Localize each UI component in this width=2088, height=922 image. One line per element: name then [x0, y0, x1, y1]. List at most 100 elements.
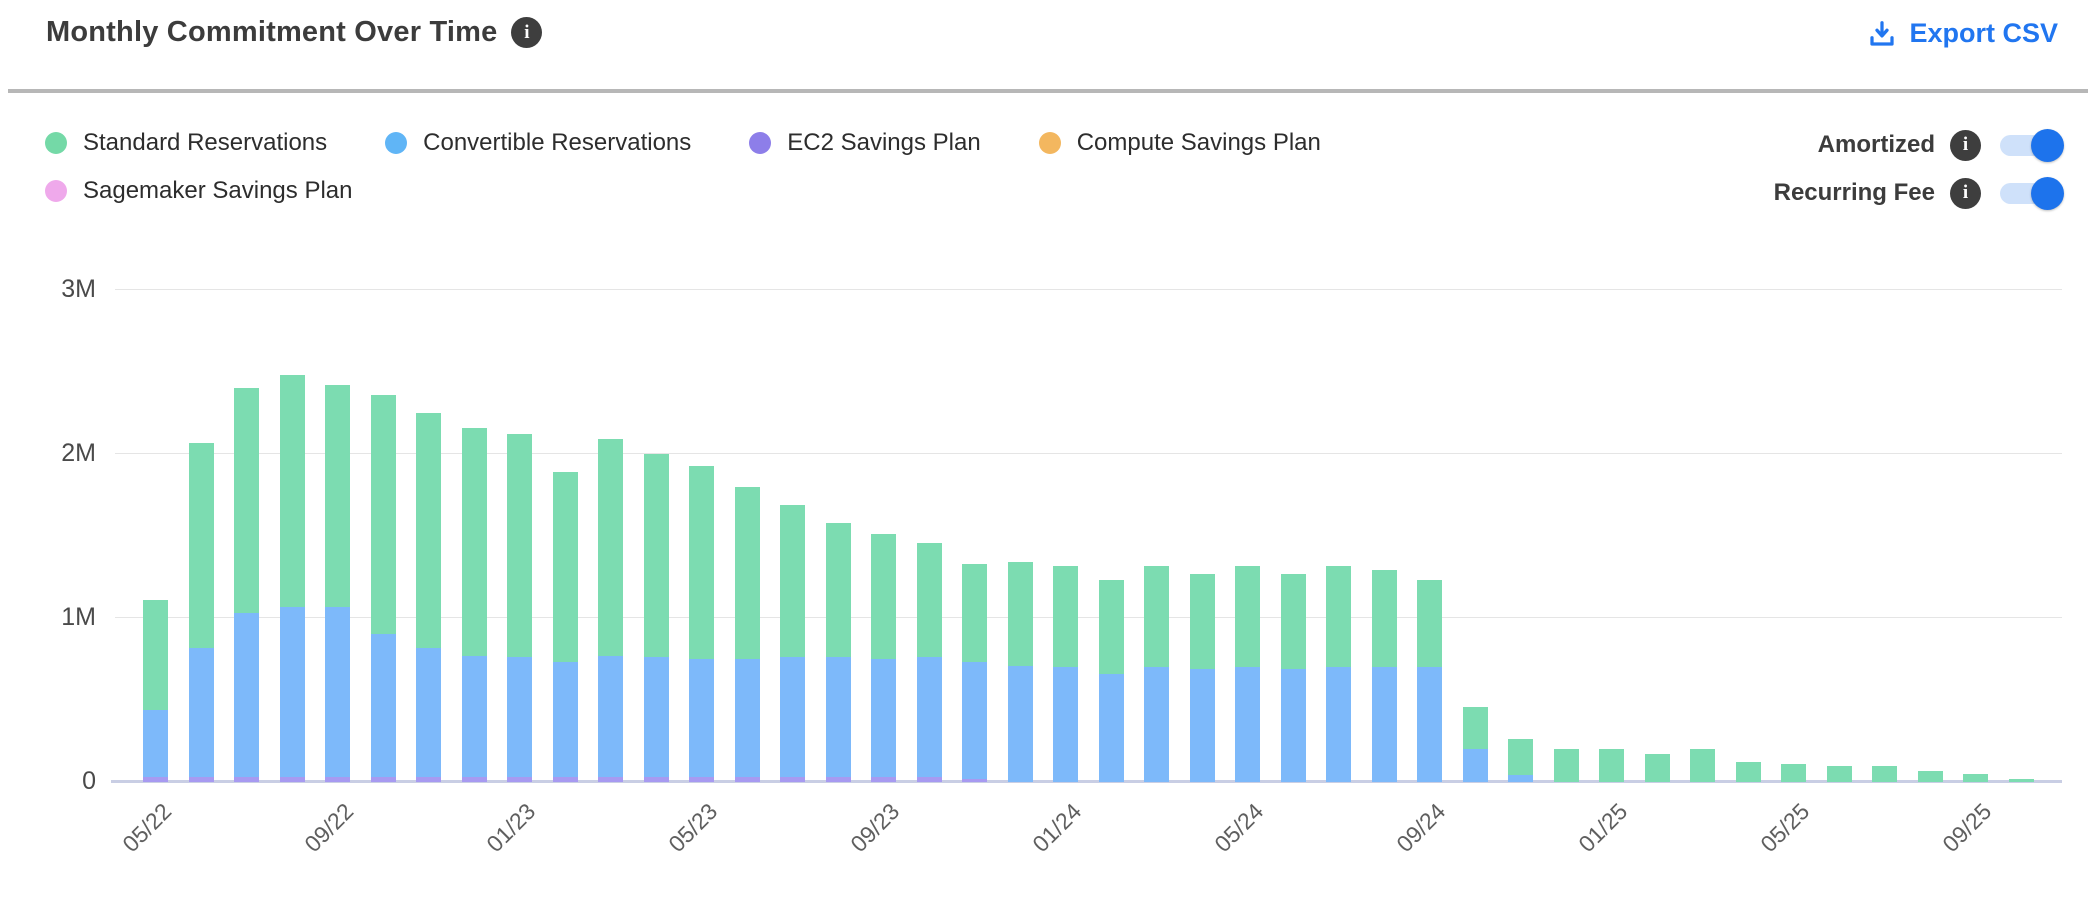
export-csv-button[interactable]: Export CSV	[1867, 18, 2058, 49]
x-axis-line	[111, 780, 2062, 783]
toggle-row-amortized: Amortized i	[1774, 126, 2064, 164]
bar-02/24[interactable]	[1098, 580, 1124, 782]
bar-07/23[interactable]	[780, 504, 805, 782]
legend-item-ec2-savings-plan[interactable]: EC2 Savings Plan	[749, 126, 981, 160]
toggle-knob	[2031, 176, 2064, 210]
bar-09/24[interactable]	[1417, 580, 1442, 782]
bar-07/22[interactable]	[234, 388, 259, 782]
bar-08/24[interactable]	[1371, 570, 1397, 782]
bar-segment-standard-reservations	[1735, 762, 1761, 782]
bar-08/23[interactable]	[825, 522, 851, 782]
legend-item-convertible-reservations[interactable]: Convertible Reservations	[385, 126, 691, 160]
x-axis-tick-label: 09/25	[1936, 798, 1996, 858]
bar-05/22[interactable]	[143, 599, 168, 782]
bar-05/23[interactable]	[689, 465, 714, 782]
bar-segment-convertible-reservations	[1235, 667, 1260, 782]
x-axis-tick-label: 05/25	[1754, 798, 1814, 858]
bar-segment-standard-reservations	[1690, 749, 1715, 782]
x-axis-tick-label: 09/24	[1390, 798, 1450, 858]
bar-01/25[interactable]	[1599, 749, 1624, 782]
bar-segment-standard-reservations	[780, 504, 805, 658]
bar-segment-convertible-reservations	[689, 659, 714, 778]
bar-03/23[interactable]	[598, 439, 623, 782]
bar-segment-convertible-reservations	[962, 662, 987, 779]
bar-segment-standard-reservations	[598, 439, 623, 656]
bar-11/24[interactable]	[1508, 739, 1533, 782]
bar-segment-standard-reservations	[234, 388, 259, 614]
bar-11/23[interactable]	[962, 563, 987, 782]
bar-segment-ec2-savings-plan	[643, 777, 669, 782]
bar-04/25[interactable]	[1735, 762, 1761, 782]
bar-06/23[interactable]	[734, 486, 760, 782]
bar-segment-convertible-reservations	[370, 634, 396, 778]
bar-08/25[interactable]	[1917, 770, 1943, 782]
bar-segment-standard-reservations	[1462, 706, 1488, 750]
bar-segment-convertible-reservations	[143, 709, 168, 778]
bar-11/22[interactable]	[416, 413, 441, 782]
x-axis-tick-label: 01/23	[480, 798, 540, 858]
bar-05/25[interactable]	[1781, 763, 1806, 782]
toggle-switch-recurring-fee[interactable]	[2000, 176, 2064, 210]
legend-item-label: EC2 Savings Plan	[787, 129, 981, 156]
bar-06/24[interactable]	[1280, 573, 1306, 782]
legend-item-standard-reservations[interactable]: Standard Reservations	[45, 126, 327, 160]
bar-12/23[interactable]	[1007, 562, 1033, 782]
bar-segment-standard-reservations	[689, 465, 714, 660]
bar-12/22[interactable]	[461, 427, 487, 782]
bar-segment-convertible-reservations	[461, 655, 487, 778]
x-axis-tick-label: 05/23	[662, 798, 722, 858]
bar-06/22[interactable]	[188, 442, 214, 782]
bar-segment-standard-reservations	[325, 385, 350, 607]
bar-01/23[interactable]	[507, 434, 532, 782]
bar-09/23[interactable]	[871, 534, 896, 782]
bar-04/24[interactable]	[1189, 573, 1215, 782]
legend-color-dot	[385, 132, 408, 154]
bar-05/24[interactable]	[1235, 565, 1260, 782]
bar-segment-ec2-savings-plan	[552, 777, 578, 782]
legend-item-label: Sagemaker Savings Plan	[83, 177, 353, 204]
title-info-icon[interactable]: i	[511, 17, 543, 48]
bar-10/22[interactable]	[370, 394, 396, 782]
bar-10/23[interactable]	[916, 542, 942, 782]
bar-segment-standard-reservations	[643, 454, 669, 658]
bar-04/23[interactable]	[643, 454, 669, 782]
bar-segment-convertible-reservations	[780, 657, 805, 778]
bar-segment-ec2-savings-plan	[234, 777, 259, 782]
bar-07/24[interactable]	[1326, 565, 1351, 782]
toggle-knob	[2031, 128, 2064, 162]
bar-segment-standard-reservations	[1144, 565, 1169, 668]
bar-09/22[interactable]	[325, 385, 350, 782]
toggle-label: Recurring Fee	[1773, 179, 1935, 206]
bar-06/25[interactable]	[1826, 765, 1852, 782]
bar-09/25[interactable]	[1963, 773, 1988, 782]
bar-segment-standard-reservations	[507, 434, 532, 658]
bar-10/24[interactable]	[1462, 706, 1488, 782]
bar-12/24[interactable]	[1553, 749, 1579, 782]
bar-segment-ec2-savings-plan	[962, 778, 987, 782]
bar-07/25[interactable]	[1872, 765, 1897, 782]
bar-segment-convertible-reservations	[1053, 667, 1078, 782]
bar-03/24[interactable]	[1144, 565, 1169, 782]
bar-01/24[interactable]	[1053, 565, 1078, 782]
bar-segment-standard-reservations	[279, 375, 305, 607]
legend-color-dot	[45, 132, 67, 154]
gridline-3M	[115, 289, 2062, 290]
legend-item-compute-savings-plan[interactable]: Compute Savings Plan	[1038, 126, 1321, 160]
info-icon[interactable]: i	[1950, 129, 1981, 161]
legend-color-dot	[45, 180, 67, 202]
bar-segment-standard-reservations	[1963, 773, 1988, 782]
bar-03/25[interactable]	[1690, 749, 1715, 782]
bar-segment-standard-reservations	[871, 534, 896, 660]
bar-segment-convertible-reservations	[325, 606, 350, 778]
gridline-1M	[115, 617, 2062, 618]
info-icon[interactable]: i	[1950, 177, 1981, 209]
bar-08/22[interactable]	[279, 375, 305, 782]
bar-segment-convertible-reservations	[416, 647, 441, 778]
bar-02/23[interactable]	[552, 472, 578, 782]
bar-segment-standard-reservations	[461, 427, 487, 656]
bar-segment-standard-reservations	[1917, 770, 1943, 782]
bar-10/25[interactable]	[2008, 778, 2034, 782]
bar-02/25[interactable]	[1644, 754, 1670, 782]
toggle-switch-amortized[interactable]	[2000, 128, 2064, 162]
legend-item-sagemaker-savings-plan[interactable]: Sagemaker Savings Plan	[45, 174, 352, 208]
